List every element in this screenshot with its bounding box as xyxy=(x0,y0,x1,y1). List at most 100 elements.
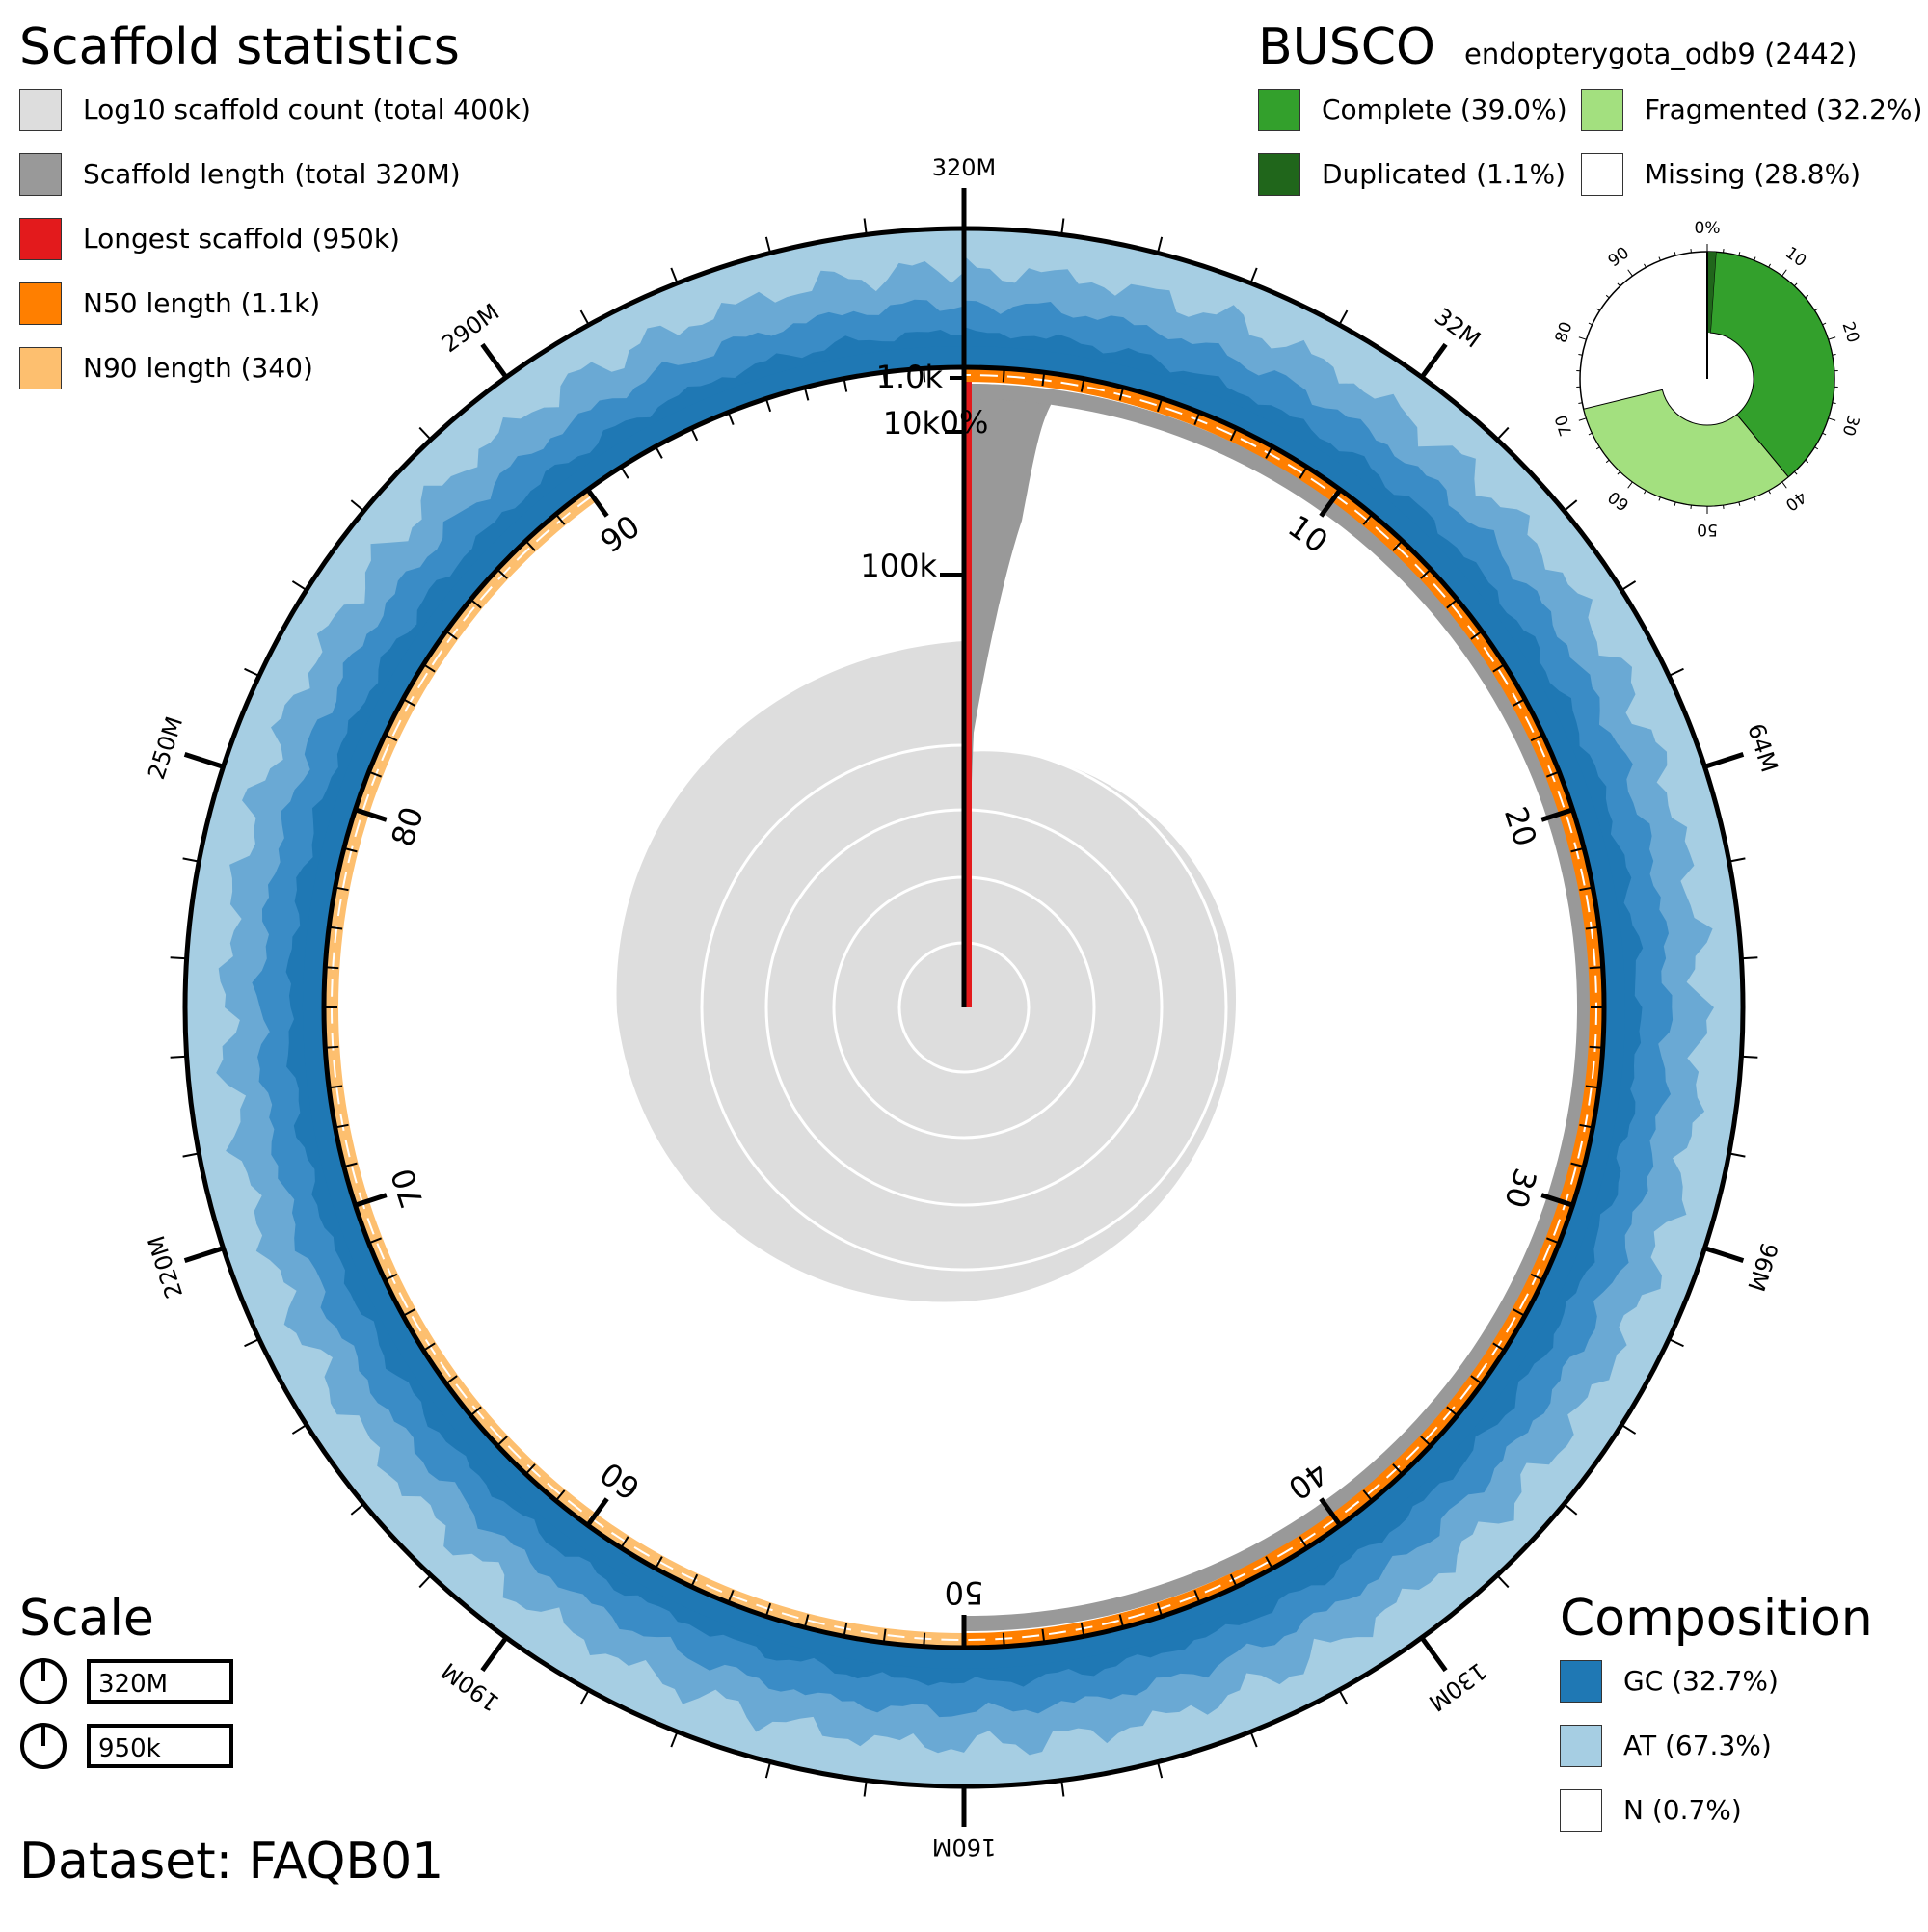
composition-title: Composition xyxy=(1560,1589,1873,1649)
length-tick xyxy=(766,237,770,253)
length-tick xyxy=(1158,1762,1162,1778)
length-tick xyxy=(292,1425,306,1434)
length-tick-label: 250M xyxy=(143,713,188,783)
length-tick xyxy=(581,1690,589,1704)
busco-tick xyxy=(1739,502,1740,506)
scaffold-legend-item: N50 length (1.1k) xyxy=(19,271,531,335)
length-tick xyxy=(1422,1638,1446,1671)
length-tick-label: 220M xyxy=(143,1232,188,1301)
length-tick xyxy=(351,1504,363,1515)
busco-tick xyxy=(1644,264,1646,268)
busco-tick xyxy=(1628,482,1633,488)
busco-tick xyxy=(1691,249,1692,253)
busco-tick xyxy=(1754,497,1755,501)
length-tick xyxy=(183,1153,200,1156)
busco-tick xyxy=(1782,482,1787,488)
busco-tick xyxy=(1814,447,1817,449)
length-tick xyxy=(671,268,677,283)
busco-tick xyxy=(1782,270,1787,276)
length-tick xyxy=(351,500,363,511)
length-tick xyxy=(1669,669,1683,676)
busco-legend-item: Duplicated (1.1%) xyxy=(1258,142,1581,206)
percent-tick-label: 0% xyxy=(940,404,989,441)
busco-legend-item-label: Missing (28.8%) xyxy=(1645,158,1861,190)
busco-tick-label: 50 xyxy=(1697,520,1718,539)
scaffold-legend-item-swatch xyxy=(19,282,62,325)
length-tick xyxy=(1741,957,1757,958)
length-tick xyxy=(1339,1690,1347,1704)
length-tick xyxy=(1497,1575,1509,1587)
scaffold-legend-item-label: Longest scaffold (950k) xyxy=(83,223,400,255)
scaffold-legend-item-label: N50 length (1.1k) xyxy=(83,287,320,319)
length-tick xyxy=(1339,310,1347,325)
busco-title: BUSCO xyxy=(1258,17,1435,77)
scaffold-legend-item-label: Log10 scaffold count (total 400k) xyxy=(83,94,531,125)
busco-tick xyxy=(1606,460,1609,463)
busco-tick-label: 0% xyxy=(1695,219,1721,238)
busco-tick-label: 10 xyxy=(1781,243,1809,271)
length-tick xyxy=(482,1638,506,1671)
percent-tick-label: 10 xyxy=(1281,508,1334,561)
busco-tick xyxy=(1754,257,1755,261)
busco-legend-item-swatch xyxy=(1581,153,1623,196)
scale-clock-icon xyxy=(19,1722,67,1770)
length-tick xyxy=(1704,1248,1743,1261)
length-tick xyxy=(419,428,431,440)
busco-legend-item-label: Fragmented (32.2%) xyxy=(1645,94,1922,125)
busco-tick xyxy=(1618,471,1620,474)
busco-tick-label: 20 xyxy=(1838,319,1863,345)
count-spiral xyxy=(617,641,1237,1302)
length-tick-label: 64M xyxy=(1742,720,1782,775)
busco-tick xyxy=(1822,323,1826,325)
percent-tick-label: 80 xyxy=(384,802,431,850)
length-tick-label: 96M xyxy=(1742,1239,1782,1294)
busco-legend-item-swatch xyxy=(1581,89,1623,131)
percent-tick xyxy=(1590,967,1603,968)
scale-value: 320M xyxy=(87,1659,233,1704)
length-tick xyxy=(185,1248,224,1261)
busco-tick xyxy=(1724,249,1725,253)
busco-tick xyxy=(1579,337,1587,339)
percent-tick-label: 70 xyxy=(384,1164,431,1212)
busco-tick xyxy=(1814,309,1817,310)
busco-tick xyxy=(1596,447,1599,449)
dataset-label: Dataset: FAQB01 xyxy=(19,1832,443,1892)
scaffold-legend-item: Scaffold length (total 320M) xyxy=(19,142,531,206)
busco-tick xyxy=(1589,323,1593,325)
percent-tick-label: 90 xyxy=(594,508,647,561)
length-tick xyxy=(1250,268,1256,283)
percent-tick-label: 40 xyxy=(1281,1455,1334,1508)
scaffold-legend-item-swatch xyxy=(19,89,62,131)
busco-tick-label: 90 xyxy=(1605,243,1633,271)
scaffold-legend-item-label: N90 length (340) xyxy=(83,352,313,384)
percent-tick-label: 50 xyxy=(945,1574,984,1611)
radial-label-100k: 100k xyxy=(860,548,937,584)
length-tick xyxy=(1422,344,1446,377)
percent-tick xyxy=(656,446,662,458)
scale-title: Scale xyxy=(19,1589,233,1649)
composition-legend: Composition GC (32.7%)AT (67.3%) N (0.7%) xyxy=(1560,1589,1873,1842)
composition-legend-item: N (0.7%) xyxy=(1560,1778,1873,1842)
length-tick-label: 32M xyxy=(1430,303,1486,354)
busco-tick xyxy=(1806,460,1808,463)
busco-tick xyxy=(1691,505,1692,509)
length-tick xyxy=(1061,219,1063,235)
scaffold-legend-item: N90 length (340) xyxy=(19,335,531,400)
length-tick xyxy=(1704,754,1743,766)
composition-legend-item: AT (67.3%) xyxy=(1560,1713,1873,1778)
length-tick-label: 190M xyxy=(437,1657,504,1717)
composition-legend-item-label: N (0.7%) xyxy=(1623,1794,1742,1826)
busco-tick xyxy=(1829,337,1836,339)
composition-legend-item: GC (32.7%) xyxy=(1560,1649,1873,1713)
length-tick xyxy=(766,1762,770,1778)
busco-tick-label: 60 xyxy=(1605,487,1633,515)
busco-legend-item: Complete (39.0%) xyxy=(1258,77,1581,142)
length-tick xyxy=(171,957,187,958)
scaffold-legend-item: Log10 scaffold count (total 400k) xyxy=(19,77,531,142)
scaffold-legend: Scaffold statistics Log10 scaffold count… xyxy=(19,17,531,400)
length-tick-label: 160M xyxy=(932,1834,997,1861)
length-tick-label: 130M xyxy=(1424,1657,1491,1717)
